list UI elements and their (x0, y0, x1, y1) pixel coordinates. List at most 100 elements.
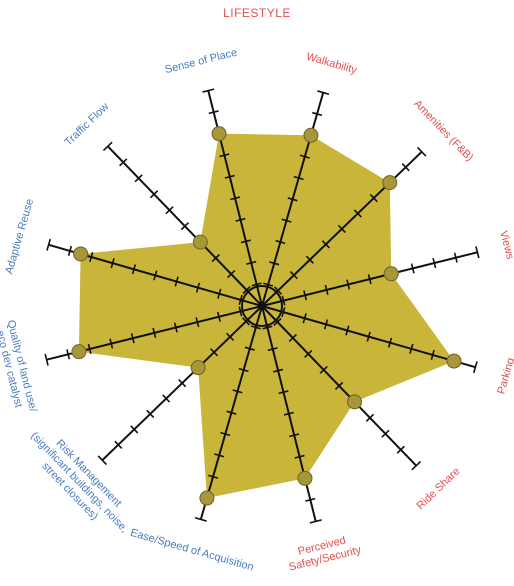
axis-tick (67, 245, 73, 256)
axis-tick (411, 460, 422, 471)
axis-tick (87, 343, 92, 355)
axis-tick (153, 270, 158, 281)
axis-label: Adaptive Reuse (3, 198, 36, 276)
axis-tick (410, 263, 415, 274)
axis-tick (217, 288, 222, 299)
axis-tick (219, 153, 230, 158)
data-point (383, 266, 399, 282)
axis-tick (178, 378, 187, 388)
axis-tick (281, 307, 286, 318)
axis-tick (250, 325, 261, 330)
axis-tick (211, 254, 220, 263)
axis-tick (475, 246, 480, 259)
axis-tick (312, 111, 323, 117)
axis-tick (230, 196, 241, 201)
axis-tick (131, 264, 137, 275)
data-point (199, 490, 215, 506)
axis-tick (210, 348, 219, 357)
axis-tick (305, 497, 316, 502)
axis-tick (195, 317, 200, 328)
axis-tick (324, 284, 329, 295)
axis-tick (195, 282, 201, 293)
axis-tick (319, 365, 328, 374)
axis-tick (226, 410, 237, 415)
axis-3 (261, 305, 478, 374)
axis-tick (472, 361, 478, 374)
axis-label: PerceivedSafety/Security (285, 531, 363, 573)
axis-tick (97, 455, 108, 466)
axis-label-line: Sense of Place (164, 47, 239, 77)
axis-tick (262, 325, 273, 330)
data-point (73, 246, 89, 262)
axis-tick (299, 154, 310, 159)
axis-tick (346, 279, 351, 290)
data-point (297, 470, 313, 486)
axis-tick (387, 337, 393, 348)
axis-tick (309, 519, 322, 524)
axis-tick (323, 319, 329, 330)
data-point (446, 353, 462, 369)
axis-label: Parking (495, 356, 514, 395)
axis-label-line: Parking (495, 356, 514, 395)
axis-tick (453, 252, 458, 263)
axis-tick (293, 175, 304, 181)
axis-tick (294, 454, 305, 459)
axis-tick (289, 433, 300, 438)
axis-label-line: Adaptive Reuse (3, 198, 36, 276)
axis-tick (381, 429, 390, 438)
axis-label: Risk Management(significant buildings, n… (19, 421, 140, 544)
axis-tick (224, 174, 235, 179)
axis-tick (130, 425, 139, 434)
axis-tick (278, 390, 289, 395)
axis-tick (288, 333, 297, 342)
axis-tick (227, 270, 236, 279)
axis-6 (194, 305, 263, 522)
axis-tick (275, 239, 286, 245)
axis-tick (89, 252, 94, 263)
series-area (78, 133, 455, 499)
axis-tick (366, 331, 371, 342)
axis-tick (283, 411, 294, 416)
axis-tick (334, 381, 344, 390)
data-point (190, 360, 206, 376)
axis-tick (367, 274, 372, 285)
axis-tick (281, 218, 292, 223)
axis-label-line: Ride Share (415, 465, 463, 512)
axis-tick (416, 146, 427, 157)
data-point (382, 175, 398, 191)
data-point (71, 344, 87, 360)
axis-tick (305, 255, 314, 264)
axis-label: Ride Share (415, 465, 463, 512)
axis-tick (114, 440, 123, 449)
axis-tick (44, 353, 49, 366)
axis-tick (194, 516, 207, 522)
axis-label: Quality of land use/eco dev catalyst (0, 319, 39, 417)
axis-tick (102, 141, 113, 152)
axis-tick (273, 317, 282, 327)
data-point (347, 394, 363, 410)
axis-tick (269, 261, 280, 266)
axis-tick (109, 338, 114, 349)
axis-label-line: Traffic Flow (62, 101, 111, 149)
axis-tick (110, 258, 115, 269)
axis-tick (302, 313, 307, 324)
axis-tick (273, 368, 284, 373)
axis-tick (244, 346, 255, 351)
axis-tick (226, 332, 235, 341)
axis-tick (119, 158, 128, 167)
axis-tick (162, 394, 171, 403)
axis-label-line: (significant buildings, noise, (28, 430, 130, 535)
axis-label: Sense of Place (164, 47, 239, 77)
axis-label-line: Ease/Speed of Acquisition (129, 527, 255, 574)
axis-tick (430, 349, 435, 360)
data-point (192, 234, 208, 250)
axis-tick (208, 474, 219, 479)
axis-tick (396, 445, 405, 454)
axis-label: Traffic Flow (62, 101, 111, 149)
axis-9 (46, 238, 263, 307)
axis-tick (246, 260, 257, 265)
axis-tick (130, 333, 135, 344)
axis-tick (401, 163, 410, 172)
axis-tick (241, 317, 251, 326)
axis-tick (409, 343, 414, 354)
